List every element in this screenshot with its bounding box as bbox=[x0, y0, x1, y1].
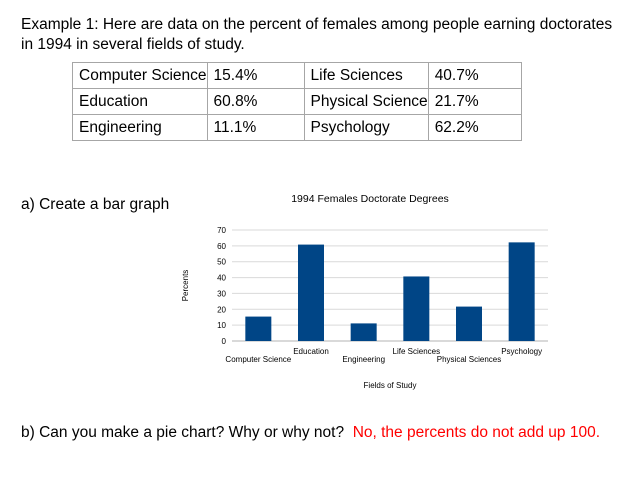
y-tick-label: 0 bbox=[222, 337, 227, 346]
y-tick-label: 50 bbox=[217, 258, 226, 267]
table-cell: Physical Science bbox=[310, 92, 428, 110]
bar bbox=[403, 276, 430, 341]
table-cell: Computer Science bbox=[79, 66, 207, 84]
chart-title: 1994 Females Doctorate Degrees bbox=[291, 193, 449, 205]
table-cell: 40.7% bbox=[434, 66, 479, 84]
x-tick-label: Education bbox=[293, 347, 329, 356]
bar bbox=[245, 316, 272, 341]
x-axis-label: Fields of Study bbox=[364, 381, 417, 390]
bar bbox=[456, 306, 482, 341]
tick-labels: 0 10 20 30 40 50 60 70 Computer ScienceEducation… bbox=[217, 226, 542, 364]
y-tick-label: 60 bbox=[217, 242, 226, 251]
x-tick-label: Physical Sciences bbox=[437, 355, 501, 364]
bar-chart: 1994 Females Doctorate Degrees Percents … bbox=[181, 193, 548, 390]
bar bbox=[508, 242, 535, 341]
table-cell: 62.2% bbox=[434, 118, 479, 136]
y-tick-label: 10 bbox=[217, 321, 226, 330]
question-b: b) Can you make a pie chart? Why or why … bbox=[21, 424, 600, 442]
x-tick-label: Psychology bbox=[501, 347, 542, 356]
table-cell: 15.4% bbox=[213, 66, 258, 84]
question-a: a) Create a bar graph bbox=[21, 196, 170, 213]
y-tick-label: 30 bbox=[217, 289, 226, 298]
x-tick-label: Engineering bbox=[342, 355, 385, 364]
answer-b: No, the percents do not add up 100. bbox=[352, 424, 601, 441]
x-tick-label: Computer Science bbox=[225, 355, 291, 364]
table-row: Engineering 11.1% Psychology 62.2% bbox=[72, 114, 522, 141]
table-cell: Life Sciences bbox=[310, 66, 403, 84]
y-tick-label: 70 bbox=[217, 226, 226, 235]
table-cell: Engineering bbox=[79, 118, 162, 136]
table-cell: Psychology bbox=[310, 118, 390, 136]
y-tick-label: 20 bbox=[217, 305, 226, 314]
x-tick-label: Life Sciences bbox=[393, 347, 441, 356]
table-cell: 60.8% bbox=[213, 92, 258, 110]
table-row: Computer Science 15.4% Life Sciences 40.… bbox=[72, 62, 522, 89]
table-cell: Education bbox=[79, 92, 148, 110]
table-row: Education 60.8% Physical Science 21.7% bbox=[72, 88, 522, 115]
table-cell: 11.1% bbox=[213, 118, 257, 136]
table-cell: 21.7% bbox=[434, 92, 479, 110]
question-b-text: b) Can you make a pie chart? Why or why … bbox=[21, 424, 345, 441]
y-tick-label: 40 bbox=[217, 274, 226, 283]
data-table: Computer Science 15.4% Life Sciences 40.… bbox=[72, 62, 522, 141]
bars bbox=[245, 242, 535, 341]
bar bbox=[298, 244, 324, 341]
intro-text: Example 1: Here are data on the percent … bbox=[21, 16, 613, 53]
y-axis-label: Percents bbox=[181, 270, 190, 302]
gridlines bbox=[232, 229, 548, 342]
bar bbox=[350, 323, 377, 341]
